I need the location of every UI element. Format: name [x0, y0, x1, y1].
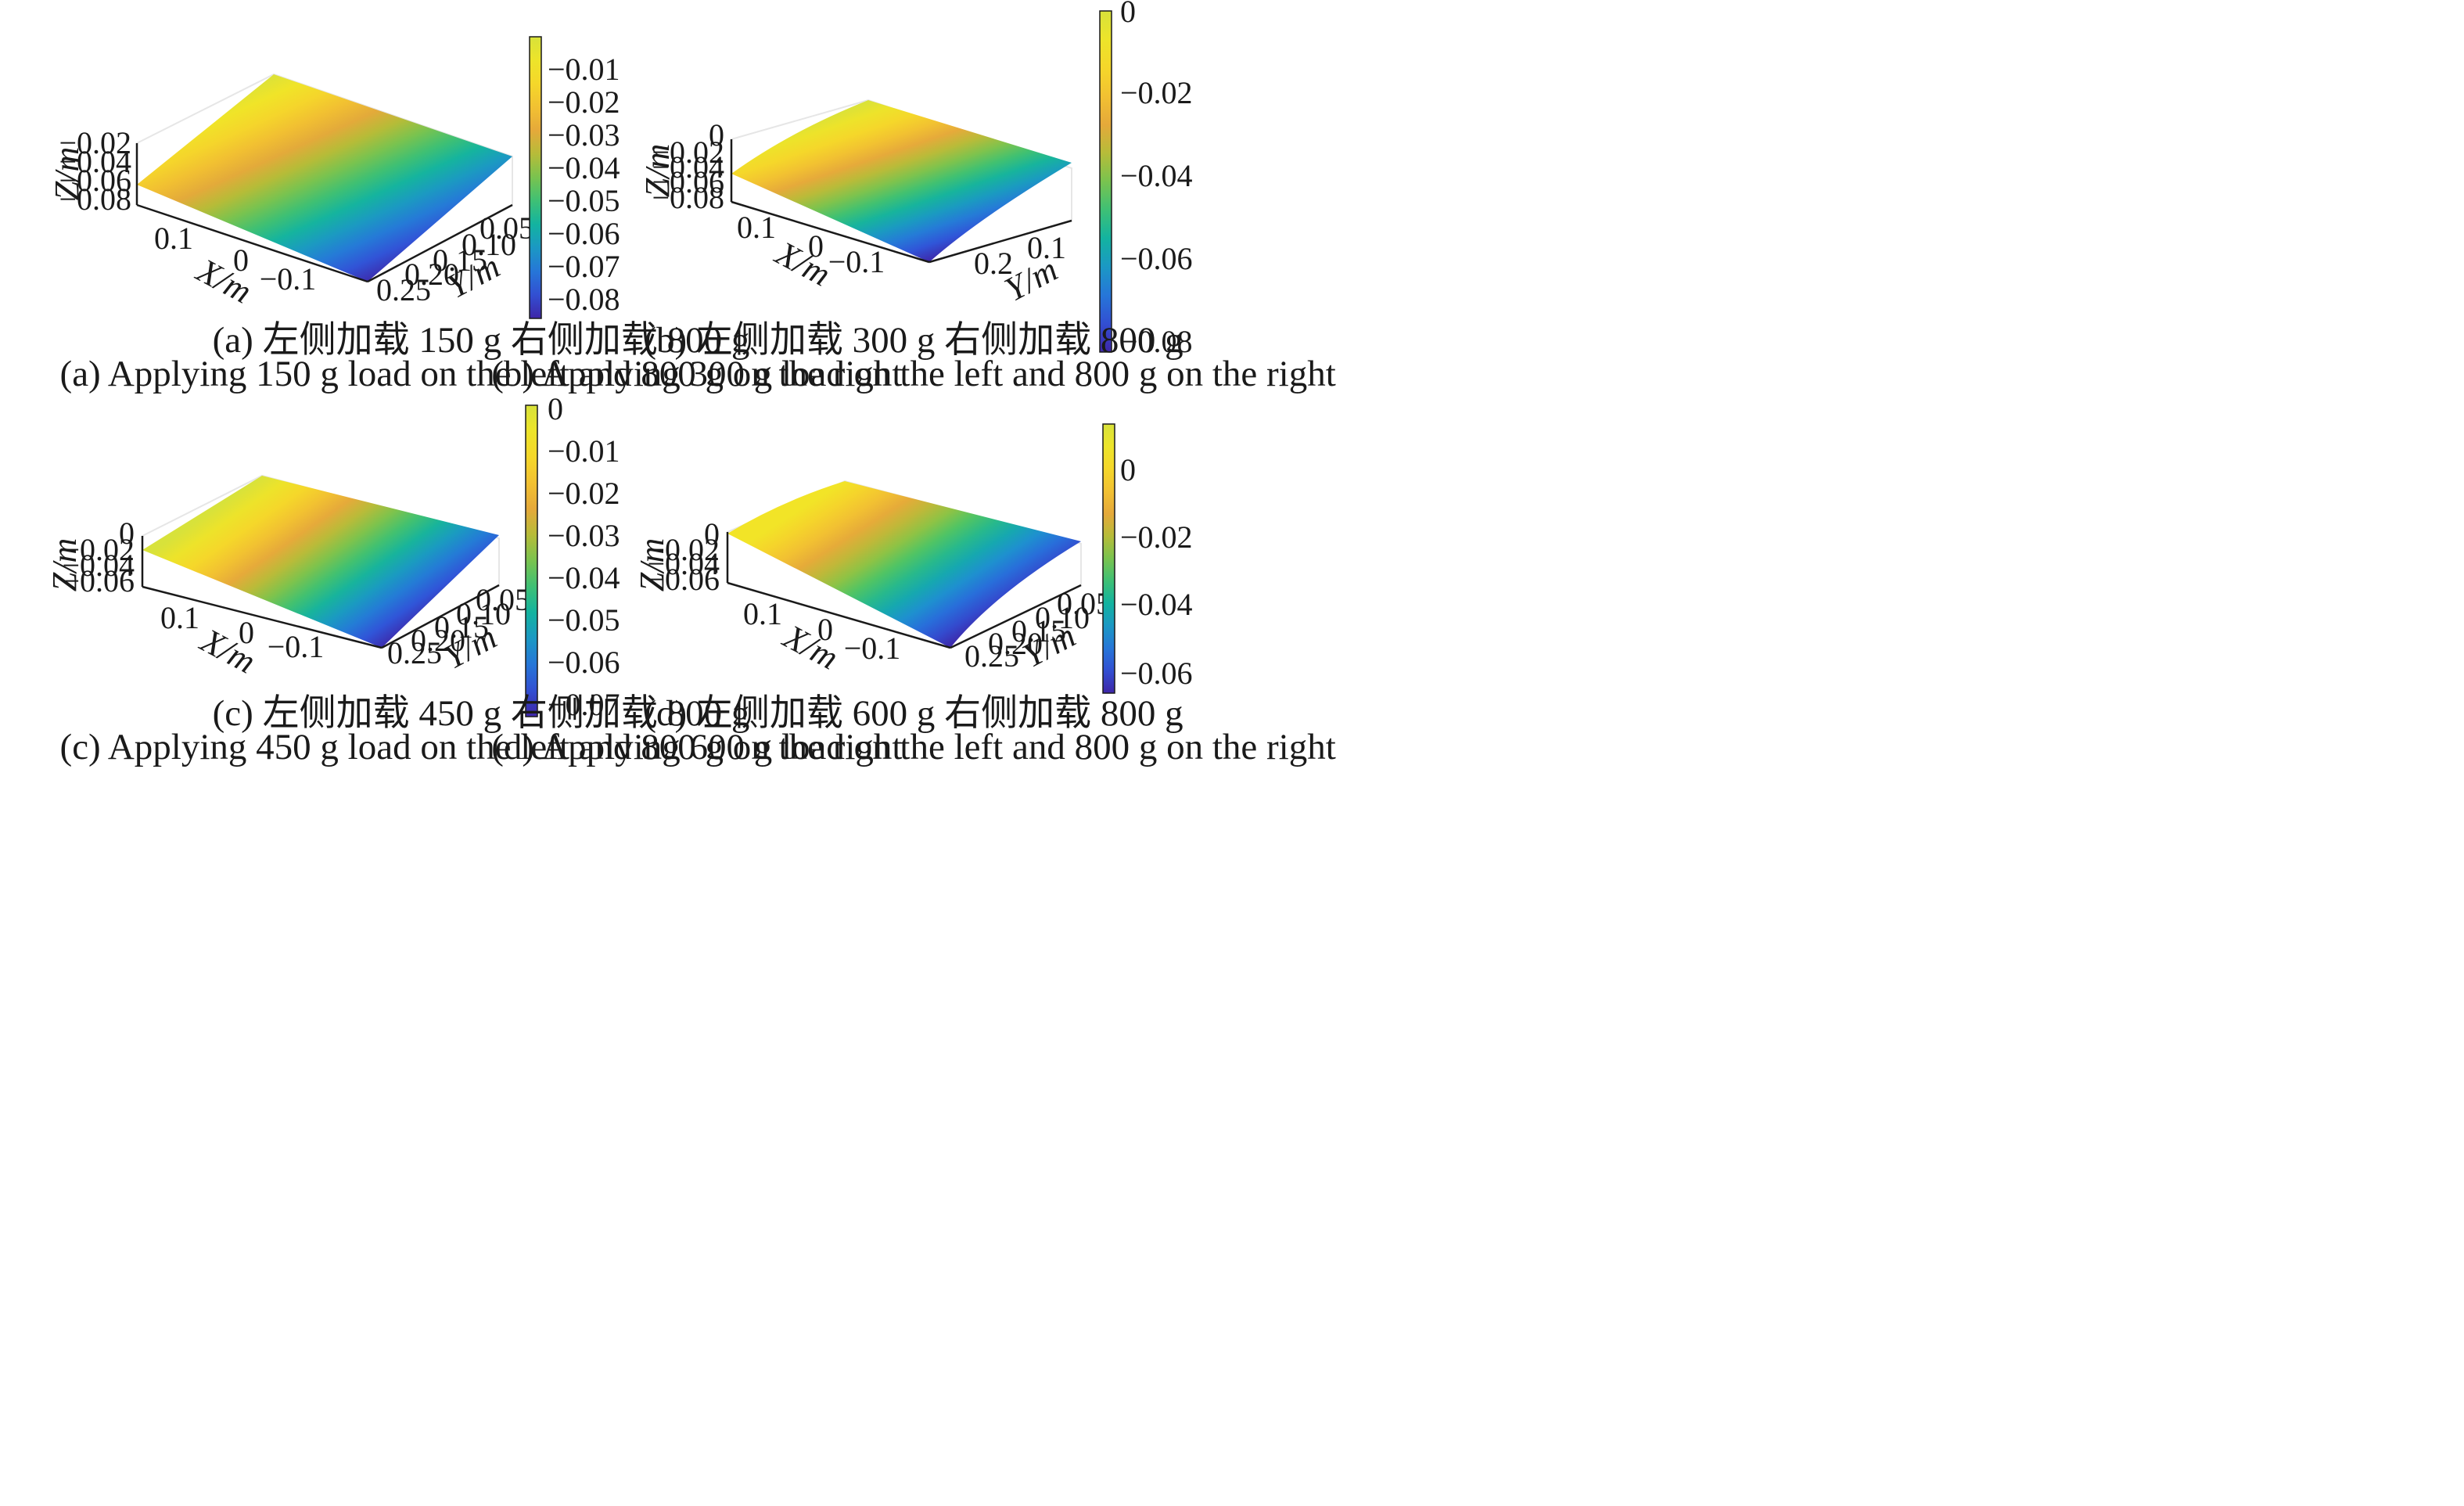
caption-en-c: (c) Applying 450 g load on the left and … [59, 727, 903, 767]
chart-panel-a: −0.02 −0.04 −0.06 −0.08 Z/m 0.1 0 −0.1 X… [0, 0, 1232, 753]
y-tick: 0.05 [480, 210, 534, 246]
z-tick: −0.06 [647, 562, 720, 597]
surface-a [137, 74, 512, 282]
colorbar-tick: −0.06 [1120, 656, 1193, 691]
surface-plot-c: 0 −0.02 −0.04 −0.06 Z/m 0.1 0 −0.1 X/m 0… [45, 391, 620, 722]
x-tick: 0.1 [160, 600, 199, 635]
x-tick: 0 [808, 228, 824, 264]
chart-panel-b: 0 −0.02 −0.04 −0.06 −0.08 Z/m 0.1 0 −0.1… [0, 0, 1336, 753]
x-tick: −0.1 [844, 631, 901, 666]
colorbar-tick: −0.05 [548, 602, 620, 638]
surface-b [731, 100, 1072, 262]
colorbar-a [529, 36, 542, 319]
colorbar-tick: −0.01 [548, 52, 620, 87]
surface-plot-d: 0 −0.02 −0.04 −0.06 Z/m 0.1 0 −0.1 X/m 0… [633, 423, 1193, 694]
y-tick: 0.10 [462, 227, 516, 262]
y-tick: 0.15 [1011, 613, 1066, 649]
colorbar-tick: −0.08 [1120, 324, 1193, 359]
z-tick: 0 [119, 516, 135, 551]
colorbar-tick: −0.02 [548, 84, 620, 120]
chart-panel-d: 0 −0.02 −0.04 −0.06 Z/m 0.1 0 −0.1 X/m 0… [0, 0, 1336, 767]
x-tick: 0.1 [743, 596, 782, 631]
y-tick: 0.20 [411, 623, 465, 658]
x-tick: 0.1 [154, 221, 193, 256]
caption-cn-b: (b) 左侧加载 300 g 右侧加载 800 g [644, 320, 1184, 361]
caption-en-b: (b) Applying 300 g load on the left and … [491, 354, 1336, 394]
z-axis-label: Z/m [638, 144, 677, 197]
y-tick: 0.15 [433, 243, 487, 278]
colorbar-tick: −0.07 [548, 687, 620, 722]
colorbar-tick: −0.02 [548, 476, 620, 511]
caption-en-d: (d) Applying 600 g load on the left and … [491, 727, 1336, 767]
caption-cn-d: (d) 左侧加载 600 g 右侧加载 800 g [644, 693, 1184, 734]
y-tick: 0.15 [434, 609, 489, 645]
z-tick: −0.06 [652, 164, 724, 199]
y-tick: 0.05 [476, 582, 530, 617]
z-tick: −0.04 [59, 144, 131, 179]
colorbar-d [1102, 423, 1115, 694]
z-tick: −0.02 [62, 532, 135, 567]
surface-plot-a: −0.02 −0.04 −0.06 −0.08 Z/m 0.1 0 −0.1 X… [48, 36, 620, 319]
x-tick: −0.1 [268, 629, 325, 664]
z-tick: −0.02 [59, 125, 131, 160]
y-tick: 0.25 [387, 635, 442, 670]
x-axis-label: X/m [776, 616, 844, 677]
colorbar-tick: −0.02 [1120, 75, 1193, 110]
caption-cn-c: (c) 左侧加载 450 g 右侧加载 800 g [212, 693, 750, 734]
x-tick: −0.1 [828, 244, 885, 279]
y-tick: 0.20 [988, 626, 1043, 661]
x-tick: −0.1 [260, 261, 317, 297]
z-tick: −0.04 [652, 149, 724, 185]
colorbar-tick: −0.04 [1120, 158, 1193, 193]
z-axis-label: Z/m [45, 538, 84, 591]
y-tick: 0.1 [1027, 230, 1066, 265]
colorbar-tick: 0 [1120, 452, 1136, 487]
colorbar-tick: −0.08 [548, 282, 620, 317]
x-tick: 0.1 [737, 210, 776, 245]
chart-panel-c: 0 −0.02 −0.04 −0.06 Z/m 0.1 0 −0.1 X/m 0… [0, 0, 1232, 767]
colorbar-tick: −0.01 [548, 433, 620, 469]
colorbar-tick: −0.06 [548, 645, 620, 680]
z-tick: −0.08 [652, 180, 724, 215]
z-tick: 0 [709, 117, 724, 153]
z-tick: −0.02 [647, 532, 720, 567]
colorbar-tick: −0.07 [548, 249, 620, 284]
z-tick: 0 [704, 516, 720, 552]
colorbar-tick: −0.02 [1120, 519, 1193, 555]
z-tick: −0.06 [59, 163, 131, 198]
z-tick: −0.08 [59, 182, 131, 217]
y-tick: 0.10 [1035, 600, 1090, 635]
x-tick: 0 [817, 612, 833, 647]
colorbar-tick: −0.06 [1120, 241, 1193, 276]
x-tick: 0 [239, 615, 254, 650]
surface-plot-b: 0 −0.02 −0.04 −0.06 −0.08 Z/m 0.1 0 −0.1… [638, 0, 1193, 359]
colorbar-tick: −0.04 [548, 560, 620, 595]
z-tick: −0.06 [62, 563, 135, 598]
caption-cn-a: (a) 左侧加载 150 g 右侧加载 800 g [212, 320, 750, 361]
surface-d [727, 481, 1081, 648]
colorbar-tick: −0.05 [548, 183, 620, 218]
colorbar-tick: 0 [548, 391, 563, 426]
z-axis-label: Z/m [48, 147, 86, 200]
colorbar-tick: −0.03 [548, 518, 620, 553]
y-tick: 0.20 [404, 257, 459, 292]
colorbar-c [525, 404, 538, 717]
y-tick: 0.10 [456, 596, 511, 631]
caption-en-a: (a) Applying 150 g load on the left and … [59, 354, 903, 394]
y-tick: 0.2 [974, 246, 1013, 281]
colorbar-tick: −0.04 [1120, 587, 1193, 622]
colorbar-tick: −0.03 [548, 117, 620, 153]
z-tick: −0.04 [62, 548, 135, 583]
y-tick: 0.25 [376, 272, 431, 307]
colorbar-tick: 0 [1120, 0, 1136, 29]
z-axis-label: Z/m [633, 538, 671, 591]
colorbar-tick: −0.06 [548, 216, 620, 251]
z-tick: −0.02 [652, 135, 724, 170]
y-tick: 0.25 [964, 638, 1019, 674]
x-tick: 0 [233, 243, 249, 278]
colorbar-tick: −0.04 [548, 150, 620, 185]
surface-c [142, 476, 499, 648]
colorbar-b [1099, 10, 1112, 353]
z-tick: −0.04 [647, 546, 720, 581]
